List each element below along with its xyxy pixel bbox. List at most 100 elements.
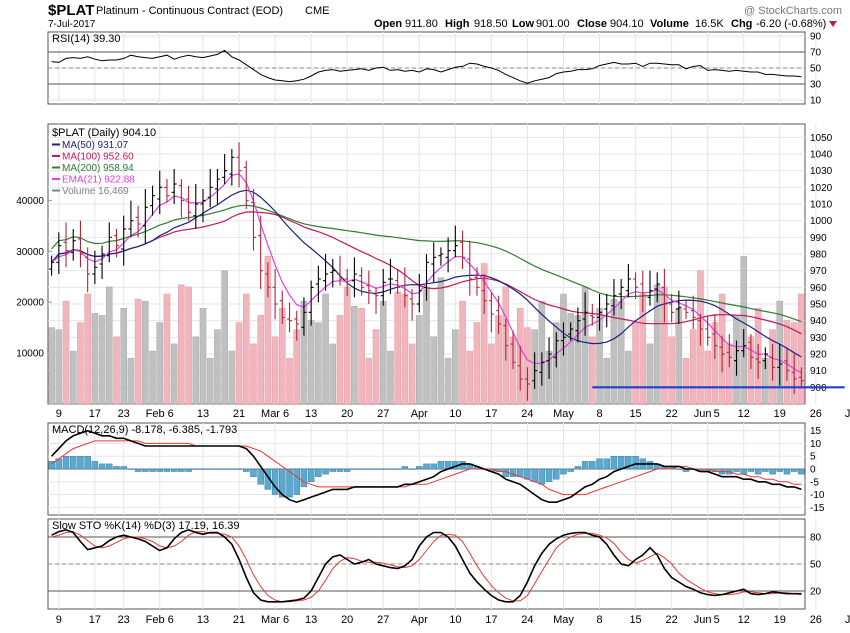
- price-x-tick-label: 19: [774, 408, 786, 420]
- volume-bar: [242, 293, 250, 405]
- sto-y-tick-label: 20: [810, 587, 822, 598]
- price-y-tick-label: 960: [810, 283, 827, 294]
- sto-x-tick-label: Mar 6: [261, 614, 289, 626]
- macd-histogram-bar: [747, 468, 755, 472]
- macd-histogram-bar: [221, 468, 228, 470]
- macd-histogram-bar: [149, 468, 156, 472]
- macd-signal-line: [51, 440, 802, 496]
- macd-histogram-bar: [163, 468, 171, 472]
- macd-histogram-bar: [531, 468, 538, 482]
- macd-histogram-bar: [206, 468, 214, 470]
- sto-y-tick-label: 50: [810, 560, 822, 571]
- price-x-tick-label: Jun: [694, 408, 712, 420]
- volume-bar: [430, 336, 437, 405]
- volume-bar: [401, 293, 409, 405]
- volume-bar: [798, 293, 805, 405]
- rsi-y-tick-label: 10: [810, 96, 822, 107]
- price-x-tick-label: Mar 6: [261, 408, 289, 420]
- rsi-y-tick-label: 70: [810, 48, 822, 59]
- rsi-line: [51, 49, 802, 84]
- price-y-tick-label: 940: [810, 316, 827, 327]
- close-label: Close: [577, 18, 607, 30]
- volume-bar: [221, 270, 228, 405]
- price-y-tick-label: 1040: [810, 150, 833, 161]
- macd-histogram-bar: [798, 468, 805, 475]
- macd-histogram-bar: [394, 468, 401, 470]
- macd-histogram-bar: [98, 463, 106, 470]
- volume-y-tick-label: 40000: [16, 196, 44, 207]
- macd-y-tick-label: 5: [810, 452, 816, 463]
- volume-bar: [163, 293, 171, 405]
- volume-bar: [682, 357, 690, 405]
- sto-x-tick-label: Jul: [845, 614, 850, 626]
- price-y-tick-label: 970: [810, 266, 827, 277]
- close-value: 904.10: [610, 18, 644, 30]
- volume-bar: [704, 350, 711, 405]
- macd-histogram-bar: [286, 468, 293, 498]
- volume-bar: [351, 306, 358, 405]
- volume-bar: [293, 329, 301, 405]
- macd-histogram-bar: [343, 468, 351, 472]
- macd-histogram-bar: [567, 468, 574, 472]
- sto-x-tick-label: 13: [197, 614, 209, 626]
- volume-bar: [271, 336, 279, 405]
- price-x-tick-label: 17: [89, 408, 101, 420]
- macd-histogram-bar: [365, 468, 373, 470]
- volume-label: Volume: [650, 18, 689, 30]
- macd-histogram-bar: [235, 468, 243, 470]
- macd-histogram-bar: [77, 456, 84, 470]
- sto-x-tick-label: 12: [738, 614, 750, 626]
- volume-bar: [62, 300, 70, 405]
- chg-value: -6.20 (-0.68%): [756, 18, 826, 30]
- sto-x-tick-label: 17: [485, 614, 497, 626]
- macd-histogram-bar: [48, 461, 55, 470]
- volume-bar: [423, 286, 430, 405]
- macd-histogram-bar: [423, 463, 430, 470]
- macd-histogram-bar: [62, 456, 70, 470]
- macd-histogram-bar: [120, 466, 127, 470]
- volume-bar: [689, 329, 697, 405]
- macd-histogram-bar: [437, 461, 445, 470]
- macd-histogram-bar: [113, 466, 120, 470]
- volume-y-tick-label: 30000: [16, 247, 44, 258]
- volume-bar: [466, 350, 474, 405]
- rsi-y-tick-label: 30: [810, 80, 822, 91]
- macd-histogram-bar: [754, 468, 762, 475]
- price-y-tick-label: 920: [810, 350, 827, 361]
- low-value: 901.00: [536, 18, 570, 30]
- macd-histogram-bar: [380, 468, 387, 470]
- price-x-tick-label: 10: [449, 408, 461, 420]
- macd-histogram: [48, 456, 805, 498]
- macd-histogram-bar: [279, 468, 286, 498]
- price-x-tick-label: 21: [233, 408, 245, 420]
- macd-histogram-bar: [430, 463, 437, 470]
- macd-histogram-bar: [589, 461, 596, 470]
- volume-bar: [192, 336, 200, 405]
- volume-bar: [228, 350, 236, 405]
- symbol-text: $PLAT: [48, 2, 94, 19]
- macd-histogram-bar: [170, 468, 178, 472]
- macd-histogram-bar: [762, 468, 769, 472]
- macd-histogram-bar: [783, 468, 791, 475]
- price-y-tick-label: 1030: [810, 166, 833, 177]
- macd-histogram-bar: [185, 468, 192, 472]
- price-x-tick-label: 22: [665, 408, 677, 420]
- volume-bar: [149, 350, 156, 405]
- macd-histogram-bar: [372, 468, 380, 470]
- open-value: 911.80: [405, 18, 438, 30]
- sto-legend: Slow STO %K(14) %D(3) 17.19, 16.39: [52, 520, 240, 532]
- volume-bar: [625, 350, 632, 405]
- volume-bar: [394, 291, 401, 405]
- volume-bar: [617, 300, 625, 405]
- macd-histogram-bar: [545, 468, 553, 482]
- macd-histogram-bar: [769, 468, 776, 475]
- volume-bar: [358, 308, 365, 405]
- macd-histogram-bar: [733, 468, 740, 472]
- macd-histogram-bar: [84, 456, 91, 470]
- price-x-tick-label: Feb 6: [146, 408, 174, 420]
- volume-bar: [199, 308, 207, 405]
- price-y-tick-label: 980: [810, 250, 827, 261]
- volume-bar: [459, 300, 466, 405]
- macd-histogram-bar: [156, 468, 163, 472]
- volume-bar: [589, 336, 596, 405]
